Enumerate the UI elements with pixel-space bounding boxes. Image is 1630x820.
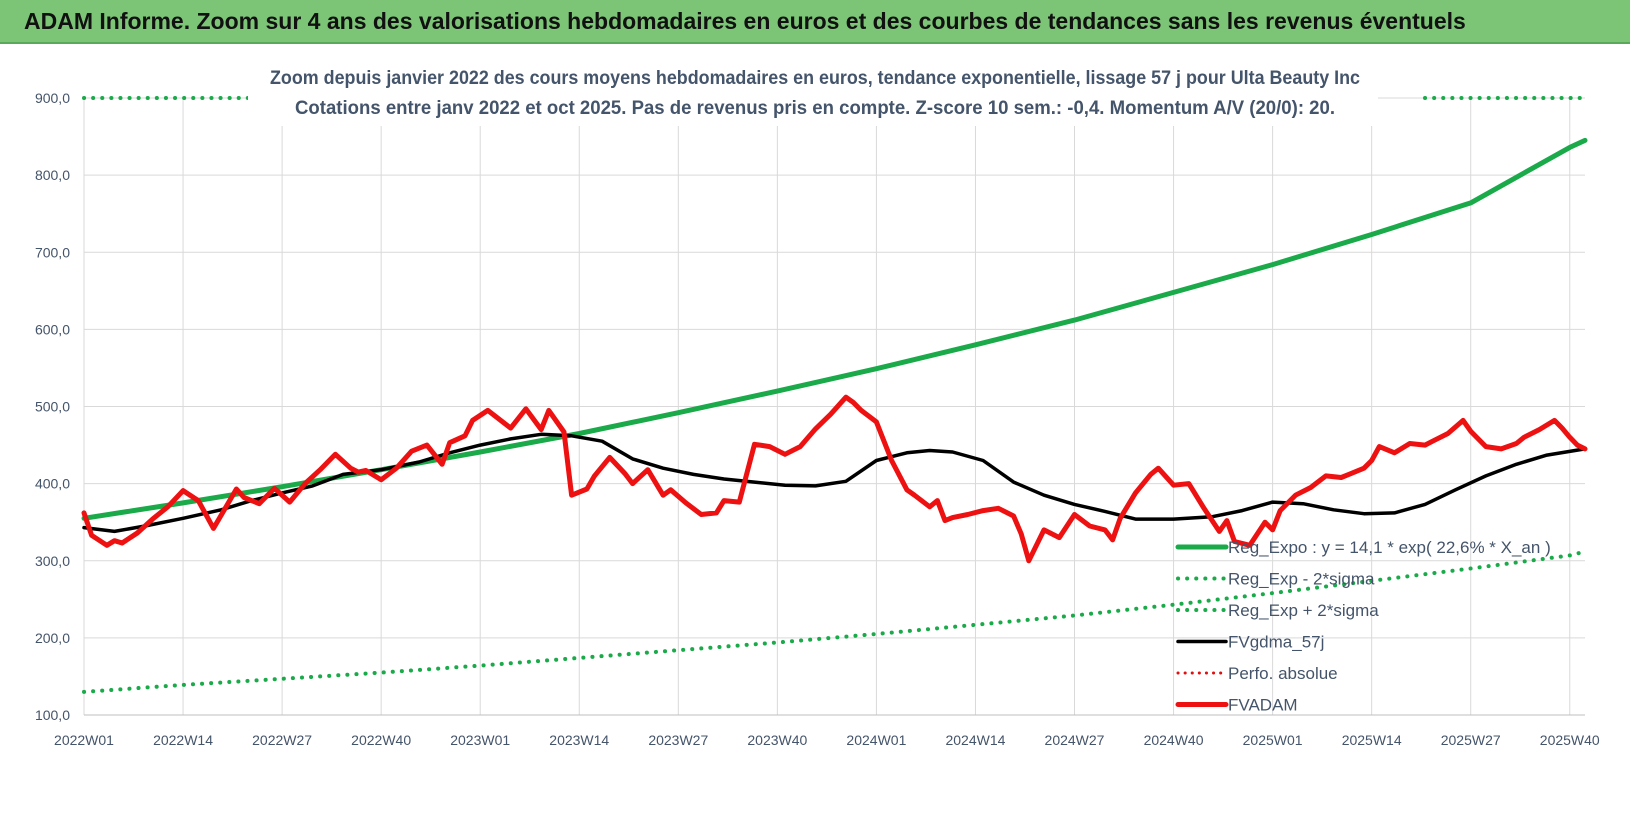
x-tick-label: 2023W01 — [450, 732, 510, 748]
y-tick-label: 200,0 — [35, 630, 70, 646]
y-tick-label: 400,0 — [35, 476, 70, 492]
series-layer — [81, 96, 1588, 694]
x-tick-label: 2023W27 — [648, 732, 708, 748]
x-tick-label: 2024W40 — [1144, 732, 1204, 748]
y-axis-ticks: 100,0 200,0 300,0 400,0 500,0 600,0 700,0 800,0… — [35, 90, 70, 723]
legend: Reg_Expo : y = 14,1 * exp( 22,6% * X_an … — [1175, 538, 1551, 715]
x-tick-label: 2025W14 — [1342, 732, 1402, 748]
x-tick-label: 2024W14 — [945, 732, 1005, 748]
y-tick-label: 700,0 — [35, 244, 70, 260]
legend-entry-label: Reg_Exp + 2*sigma — [1228, 601, 1379, 620]
page-title: ADAM Informe. Zoom sur 4 ans des valoris… — [24, 8, 1466, 34]
legend-entry-label: Reg_Exp - 2*sigma — [1228, 570, 1375, 589]
x-tick-label: 2022W27 — [252, 732, 312, 748]
x-tick-label: 2024W27 — [1045, 732, 1105, 748]
x-axis-ticks: 2022W01 2022W14 2022W27 2022W40 2023W01 2023W… — [54, 732, 1600, 748]
chart-title-line2: Cotations entre janv 2022 et oct 2025. P… — [295, 98, 1335, 119]
legend-entry-label: Reg_Expo : y = 14,1 * exp( 22,6% * X_an … — [1228, 538, 1551, 557]
x-tick-label: 2025W40 — [1540, 732, 1600, 748]
y-tick-label: 100,0 — [35, 707, 70, 723]
reg-exp-minus-2sigma-line — [82, 549, 1587, 694]
line-chart: 100,0 200,0 300,0 400,0 500,0 600,0 700,0 800,0… — [35, 64, 1600, 748]
x-tick-label: 2024W01 — [846, 732, 906, 748]
header-banner: ADAM Informe. Zoom sur 4 ans des valoris… — [0, 0, 1630, 44]
y-tick-label: 900,0 — [35, 90, 70, 106]
legend-entry-label: FVgdma_57j — [1228, 633, 1324, 652]
y-tick-label: 600,0 — [35, 321, 70, 337]
y-tick-label: 500,0 — [35, 399, 70, 415]
fvgdma-57j-line — [82, 432, 1587, 534]
x-tick-label: 2023W14 — [549, 732, 609, 748]
chart-area: 100,0 200,0 300,0 400,0 500,0 600,0 700,0 800,0… — [0, 44, 1630, 815]
x-tick-label: 2022W01 — [54, 732, 114, 748]
title-mask — [248, 64, 1378, 126]
legend-entry-label: Perfo. absolue — [1228, 664, 1338, 683]
x-tick-label: 2025W27 — [1441, 732, 1501, 748]
x-tick-label: 2023W40 — [747, 732, 807, 748]
grid-lines — [83, 97, 1585, 716]
y-tick-label: 300,0 — [35, 553, 70, 569]
fvadam-line — [81, 394, 1588, 564]
y-tick-label: 800,0 — [35, 167, 70, 183]
x-tick-label: 2022W40 — [351, 732, 411, 748]
x-tick-label: 2025W01 — [1243, 732, 1303, 748]
x-tick-label: 2022W14 — [153, 732, 213, 748]
legend-entry-label: FVADAM — [1228, 696, 1298, 715]
chart-title-line1: Zoom depuis janvier 2022 des cours moyen… — [270, 68, 1360, 89]
